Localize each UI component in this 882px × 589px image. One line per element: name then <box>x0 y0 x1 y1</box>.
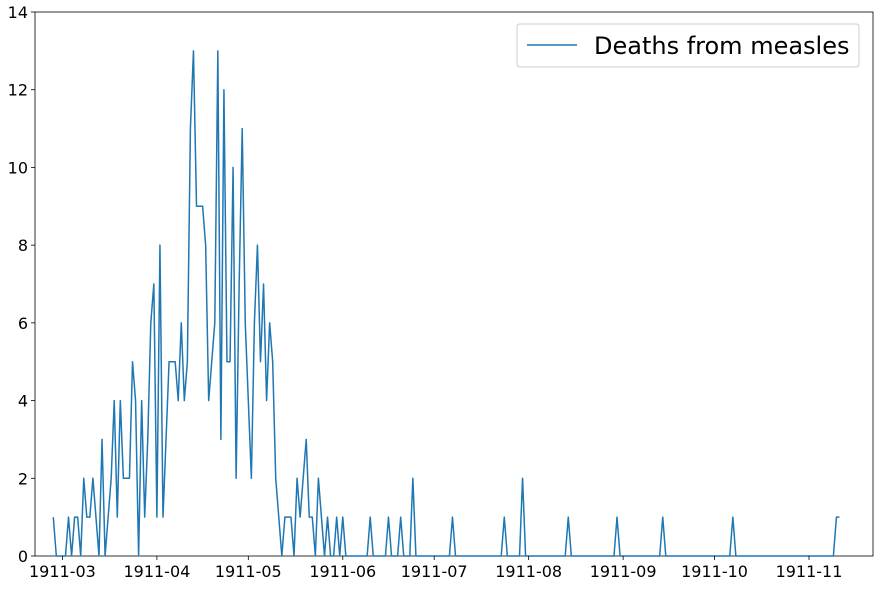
legend-label: Deaths from measles <box>594 32 849 60</box>
x-tick-label: 1911-03 <box>29 562 96 581</box>
x-axis: 1911-03 1911-04 1911-05 1911-06 1911-07 1911-… <box>29 556 842 581</box>
x-tick-label: 1911-09 <box>590 562 657 581</box>
legend[interactable]: Deaths from measles <box>516 23 860 68</box>
series-line-0 <box>52 50 840 557</box>
y-tick-label: 0 <box>18 547 28 566</box>
x-tick-label: 1911-10 <box>681 562 748 581</box>
plot-area <box>34 11 874 557</box>
x-tick-label: 1911-11 <box>776 562 843 581</box>
y-tick-label: 2 <box>18 469 28 488</box>
series-layer <box>52 50 840 557</box>
y-tick-label: 4 <box>18 392 28 411</box>
plot-frame <box>34 11 874 557</box>
legend-box <box>516 23 860 68</box>
x-tick-label: 1911-07 <box>401 562 468 581</box>
y-tick-label: 6 <box>18 314 28 333</box>
x-tick-label: 1911-06 <box>309 562 376 581</box>
y-tick-label: 14 <box>8 3 28 22</box>
y-axis: 0 2 4 6 8 10 12 14 <box>8 3 35 566</box>
plot-background <box>35 12 873 556</box>
y-tick-label: 10 <box>8 158 28 177</box>
x-tick-label: 1911-05 <box>215 562 282 581</box>
y-tick-label: 8 <box>18 236 28 255</box>
x-tick-label: 1911-04 <box>123 562 190 581</box>
x-tick-label: 1911-08 <box>495 562 562 581</box>
y-tick-label: 12 <box>8 81 28 100</box>
